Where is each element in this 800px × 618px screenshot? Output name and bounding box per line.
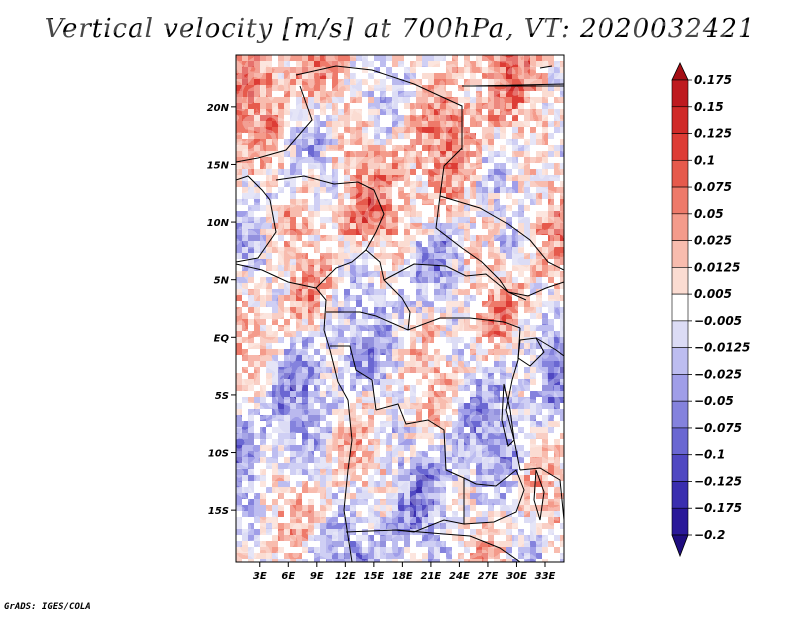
coast-guinea-gulf <box>236 263 349 401</box>
colorbar-label: 0.025 <box>694 234 732 248</box>
y-tick-label: 10S <box>208 449 229 460</box>
colorbar-bin <box>671 213 689 241</box>
colorbar-bin <box>671 79 689 108</box>
coast-angola <box>343 399 353 562</box>
colorbar-bin <box>671 400 689 429</box>
colorbar-label: 0.0125 <box>694 260 740 274</box>
colorbar-label: −0.025 <box>694 367 742 381</box>
colorbar-bin <box>671 106 689 134</box>
border-cameroon <box>365 249 411 331</box>
lake-tanganyika <box>501 383 515 447</box>
x-tick-label: 30E <box>506 571 527 582</box>
y-axis: 20N 15N 10N 5N EQ 5S 10S 15S <box>207 103 236 517</box>
colorbar <box>671 62 689 558</box>
colorbar-label: −0.005 <box>694 314 742 328</box>
x-axis: 3E 6E 9E 12E 15E 18E 21E 24E 27E 30E 33E <box>253 562 556 582</box>
border-mozambique <box>519 467 564 521</box>
x-tick-label: 3E <box>253 571 267 582</box>
colorbar-label: 0.15 <box>694 100 724 114</box>
y-tick-label: 5S <box>215 391 229 402</box>
colorbar-bin <box>671 454 689 482</box>
x-tick-label: 9E <box>310 571 324 582</box>
y-tick-label: 15S <box>208 506 229 517</box>
chart-title: Vertical velocity [m/s] at 700hPa, VT: 2… <box>44 14 756 44</box>
y-tick-label: 5N <box>214 276 230 287</box>
x-tick-label: 18E <box>392 571 413 582</box>
coastline-west <box>236 175 277 263</box>
grads-footer: GrADS: IGES/COLA <box>4 602 91 612</box>
colorbar-label: −0.1 <box>694 448 725 462</box>
colorbar-bin <box>671 293 689 322</box>
country-borders <box>236 65 564 562</box>
border-nigeria <box>275 175 385 289</box>
x-tick-label: 6E <box>281 571 295 582</box>
x-tick-label: 24E <box>449 571 470 582</box>
colorbar-max-triangle <box>671 62 689 81</box>
colorbar-bin <box>671 133 689 161</box>
colorbar-bin <box>671 267 689 295</box>
lake-malawi <box>533 469 545 521</box>
border-niger <box>236 85 313 163</box>
border-sudan-south <box>439 195 564 271</box>
colorbar-bin <box>671 427 689 456</box>
colorbar-label: 0.1 <box>694 153 715 167</box>
colorbar-bin <box>671 507 689 536</box>
border-chad-sudan <box>435 110 509 293</box>
border-drc-angola <box>375 403 477 485</box>
colorbar-bin <box>671 320 689 348</box>
colorbar-label: 0.175 <box>694 73 732 87</box>
border-drc-north <box>326 311 521 331</box>
colorbar-label: 0.005 <box>694 287 732 301</box>
border-ethiopia <box>507 281 564 297</box>
lake-victoria <box>517 337 545 367</box>
x-tick-label: 33E <box>535 571 556 582</box>
colorbar-label: −0.0125 <box>694 341 750 355</box>
colorbar-label: −0.075 <box>694 421 742 435</box>
colorbar-bin <box>671 374 689 402</box>
colorbar-bin <box>671 240 689 268</box>
colorbar-label: 0.125 <box>694 127 732 141</box>
y-tick-label: 15N <box>207 160 230 171</box>
y-tick-label: EQ <box>214 333 230 344</box>
border-kenya-tanzania <box>535 337 564 357</box>
border-zambia <box>463 469 525 525</box>
y-tick-label: 20N <box>207 103 230 114</box>
colorbar-label: −0.2 <box>694 528 725 542</box>
x-tick-label: 21E <box>421 571 442 582</box>
border-egypt-sudan-top <box>471 65 564 87</box>
border-namibia <box>345 529 521 562</box>
colorbar-label: −0.175 <box>694 501 742 515</box>
colorbar-labels: 0.175 0.15 0.125 0.1 0.075 0.05 0.025 0.0125 0.0… <box>688 73 750 542</box>
colorbar-label: −0.125 <box>694 474 742 488</box>
border-libya-chad <box>295 65 463 150</box>
border-congo-gabon <box>330 345 377 411</box>
colorbar-bin <box>671 481 689 509</box>
plot-frame <box>235 54 565 563</box>
colorbar-bin <box>671 159 689 188</box>
colorbar-min-triangle <box>671 534 689 558</box>
colorbar-label: 0.05 <box>694 207 724 221</box>
colorbar-bin <box>671 186 689 215</box>
colorbar-label: 0.075 <box>694 180 732 194</box>
colorbar-label: −0.05 <box>694 394 734 408</box>
x-tick-label: 27E <box>478 571 499 582</box>
colorbar-bin <box>671 347 689 375</box>
x-tick-label: 12E <box>335 571 356 582</box>
y-tick-label: 10N <box>207 218 230 229</box>
heatmap-noise-overlay <box>236 55 564 562</box>
x-tick-label: 15E <box>363 571 384 582</box>
